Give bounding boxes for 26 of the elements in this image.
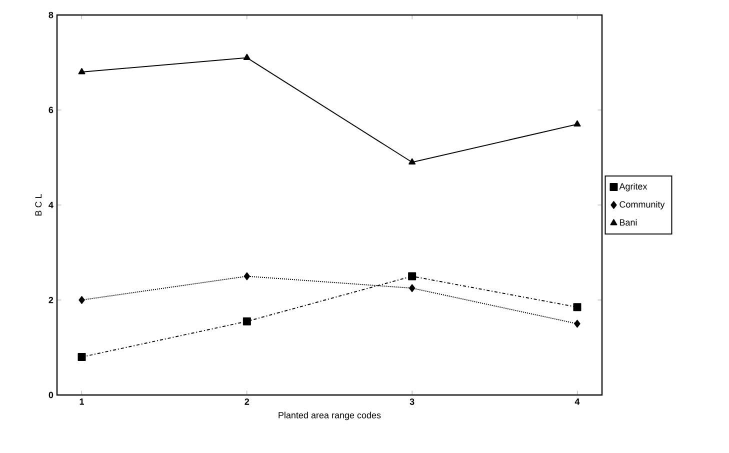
point xyxy=(78,68,86,74)
y-axis-title: B C L xyxy=(35,194,42,216)
point xyxy=(78,353,86,361)
point xyxy=(408,272,416,280)
point xyxy=(78,296,85,304)
y-tick-label: 0 xyxy=(48,392,54,398)
legend-label: Community xyxy=(620,200,665,210)
y-tick-label: 8 xyxy=(48,12,54,18)
y-tick-label: 2 xyxy=(48,296,54,304)
point xyxy=(408,158,416,164)
point xyxy=(243,54,250,60)
y-tick-label: 4 xyxy=(48,202,54,208)
point xyxy=(244,272,250,280)
legend-label: Agritex xyxy=(619,182,648,192)
x-axis-title: Planted area range codes xyxy=(278,412,381,420)
x-tick-label: 1 xyxy=(80,398,84,405)
point xyxy=(408,284,416,292)
point xyxy=(574,320,580,328)
y-tick-label: 6 xyxy=(48,106,54,114)
point xyxy=(573,303,582,312)
x-tick-label: 2 xyxy=(244,398,250,405)
point xyxy=(242,317,251,326)
legend-label: Bani xyxy=(620,219,637,226)
x-tick-label: 3 xyxy=(410,398,414,405)
x-tick-label: 4 xyxy=(574,398,580,405)
point xyxy=(574,120,581,126)
